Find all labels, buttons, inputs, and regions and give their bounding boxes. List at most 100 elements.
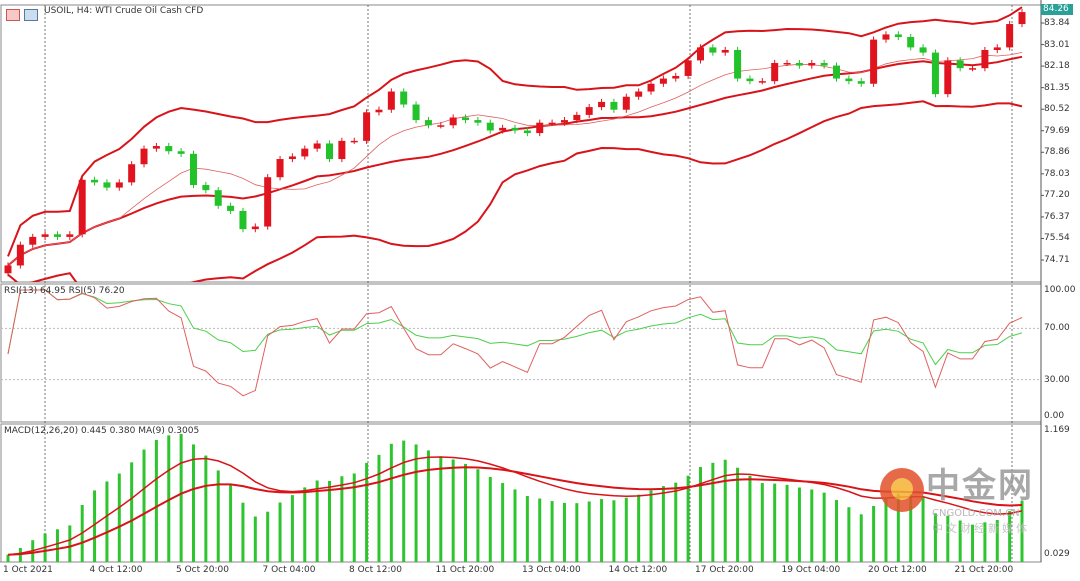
candle-body bbox=[387, 91, 395, 110]
macd-histogram-bar bbox=[562, 502, 566, 562]
candle-body bbox=[4, 265, 12, 274]
candle-body bbox=[635, 91, 643, 97]
candle-body bbox=[746, 78, 754, 82]
candle-body bbox=[919, 47, 927, 53]
candle-body bbox=[1018, 12, 1026, 25]
watermark-logo: 中金网 CNGOLD.COM.CN 中文财经新媒体 bbox=[880, 466, 1040, 542]
chart-window-icons bbox=[6, 6, 42, 25]
macd-histogram-bar bbox=[711, 462, 715, 562]
candle-body bbox=[548, 122, 556, 125]
macd-histogram-bar bbox=[921, 497, 925, 562]
candle-body bbox=[400, 91, 408, 105]
y-tick-label: 78.86 bbox=[1044, 147, 1070, 158]
watermark-sub: 中文财经新媒体 bbox=[932, 522, 1030, 535]
candle-body bbox=[672, 75, 680, 79]
moving-average bbox=[7, 52, 1023, 266]
candle-body bbox=[783, 62, 791, 65]
rsi-tick-label: 70.00 bbox=[1044, 323, 1070, 334]
macd-ma-line bbox=[7, 456, 1023, 556]
macd-histogram-bar bbox=[204, 455, 208, 562]
macd-histogram-bar bbox=[600, 499, 604, 562]
macd-histogram-bar bbox=[167, 435, 171, 562]
candle-body bbox=[956, 60, 964, 69]
candle-body bbox=[894, 34, 902, 38]
candle-body bbox=[907, 37, 915, 48]
macd-histogram-bar bbox=[686, 475, 690, 562]
macd-histogram-bar bbox=[253, 516, 257, 562]
macd-histogram-bar bbox=[315, 480, 319, 562]
candle-body bbox=[771, 62, 779, 82]
macd-histogram-bar bbox=[340, 476, 344, 562]
y-tick-label: 79.69 bbox=[1044, 125, 1070, 136]
candle-body bbox=[66, 234, 74, 237]
candle-body bbox=[882, 34, 890, 40]
candle-body bbox=[944, 60, 952, 95]
macd-histogram-bar bbox=[439, 456, 443, 562]
candle-body bbox=[462, 117, 470, 121]
macd-histogram-bar bbox=[365, 462, 369, 562]
macd-histogram-bar bbox=[352, 473, 356, 562]
macd-histogram-bar bbox=[1008, 511, 1012, 562]
chart-title: USOIL, H4: WTI Crude Oil Cash CFD bbox=[44, 6, 204, 16]
rsi-tick-label: 30.00 bbox=[1044, 374, 1070, 385]
candle-body bbox=[350, 140, 358, 143]
candle-body bbox=[115, 182, 123, 188]
candle-body bbox=[251, 226, 259, 230]
candle-body bbox=[202, 184, 210, 191]
candle-body bbox=[165, 146, 173, 152]
macd-histogram-bar bbox=[933, 513, 937, 562]
macd-histogram-bar bbox=[191, 444, 195, 562]
rsi-label: RSI(13) 64.95 RSI(5) 76.20 bbox=[4, 286, 125, 296]
candle-body bbox=[573, 114, 581, 121]
candle-body bbox=[363, 112, 371, 141]
candle-body bbox=[16, 244, 24, 266]
candle-body bbox=[264, 177, 272, 227]
y-tick-label: 83.01 bbox=[1044, 39, 1070, 50]
macd-histogram-bar bbox=[1020, 500, 1024, 562]
candle-body bbox=[734, 49, 742, 79]
macd-histogram-bar bbox=[501, 482, 505, 562]
macd-histogram-bar bbox=[575, 503, 579, 562]
y-tick-label: 78.03 bbox=[1044, 168, 1070, 179]
macd-histogram-bar bbox=[290, 495, 294, 562]
candle-body bbox=[227, 205, 235, 211]
candle-body bbox=[709, 47, 717, 53]
macd-histogram-bar bbox=[884, 498, 888, 562]
logo-icon bbox=[880, 468, 924, 512]
candle-body bbox=[29, 236, 37, 245]
macd-tick-label: 1.169 bbox=[1044, 425, 1070, 435]
candle-body bbox=[833, 65, 841, 79]
macd-histogram-bar bbox=[402, 440, 406, 562]
macd-histogram-bar bbox=[278, 502, 282, 562]
pane-frame-0 bbox=[0, 4, 1042, 283]
y-tick-label: 80.52 bbox=[1044, 104, 1070, 115]
y-tick-label: 82.18 bbox=[1044, 61, 1070, 72]
rsi-tick-label: 100.00 bbox=[1044, 285, 1076, 295]
macd-histogram-bar bbox=[550, 501, 554, 562]
candle-body bbox=[610, 101, 618, 110]
candle-body bbox=[326, 143, 334, 160]
candle-body bbox=[622, 96, 630, 110]
rsi13-line bbox=[7, 289, 1023, 366]
template-icon bbox=[24, 9, 38, 21]
candle-body bbox=[449, 117, 457, 126]
macd-histogram-bar bbox=[797, 487, 801, 562]
candle-body bbox=[499, 127, 507, 131]
candle-body bbox=[820, 62, 828, 66]
candle-body bbox=[981, 49, 989, 69]
macd-histogram-bar bbox=[971, 524, 975, 562]
candle-body bbox=[375, 109, 383, 113]
macd-histogram-bar bbox=[55, 529, 59, 562]
candle-body bbox=[103, 182, 111, 188]
macd-histogram-bar bbox=[748, 475, 752, 562]
bollinger-upper bbox=[7, 6, 1023, 257]
candle-body bbox=[338, 140, 346, 160]
macd-histogram-bar bbox=[241, 502, 245, 562]
macd-tick-label: 0.029 bbox=[1044, 549, 1070, 559]
x-tick-label: 1 Oct 2021 bbox=[3, 565, 53, 575]
macd-histogram-bar bbox=[488, 476, 492, 562]
candle-body bbox=[684, 60, 692, 76]
macd-histogram-bar bbox=[525, 496, 529, 562]
candle-body bbox=[647, 83, 655, 92]
